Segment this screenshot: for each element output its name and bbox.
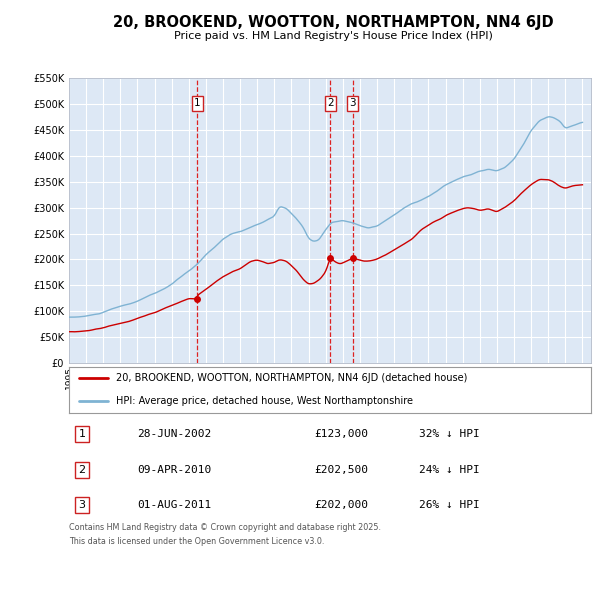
Text: 20, BROOKEND, WOOTTON, NORTHAMPTON, NN4 6JD (detached house): 20, BROOKEND, WOOTTON, NORTHAMPTON, NN4 … xyxy=(116,373,467,384)
Text: 09-APR-2010: 09-APR-2010 xyxy=(137,465,211,474)
Text: Contains HM Land Registry data © Crown copyright and database right 2025.: Contains HM Land Registry data © Crown c… xyxy=(69,523,381,532)
Text: 28-JUN-2002: 28-JUN-2002 xyxy=(137,430,211,439)
Text: 32% ↓ HPI: 32% ↓ HPI xyxy=(419,430,479,439)
Text: This data is licensed under the Open Government Licence v3.0.: This data is licensed under the Open Gov… xyxy=(69,537,325,546)
Text: 01-AUG-2011: 01-AUG-2011 xyxy=(137,500,211,510)
Text: 3: 3 xyxy=(79,500,86,510)
Text: 2: 2 xyxy=(79,465,86,474)
Text: 26% ↓ HPI: 26% ↓ HPI xyxy=(419,500,479,510)
Text: HPI: Average price, detached house, West Northamptonshire: HPI: Average price, detached house, West… xyxy=(116,396,413,407)
Text: 24% ↓ HPI: 24% ↓ HPI xyxy=(419,465,479,474)
Text: Price paid vs. HM Land Registry's House Price Index (HPI): Price paid vs. HM Land Registry's House … xyxy=(173,31,493,41)
Text: 1: 1 xyxy=(79,430,86,439)
Text: 20, BROOKEND, WOOTTON, NORTHAMPTON, NN4 6JD: 20, BROOKEND, WOOTTON, NORTHAMPTON, NN4 … xyxy=(113,15,553,30)
Text: 3: 3 xyxy=(349,99,356,109)
Text: 2: 2 xyxy=(327,99,334,109)
Text: £123,000: £123,000 xyxy=(314,430,368,439)
Text: 1: 1 xyxy=(194,99,200,109)
Text: £202,500: £202,500 xyxy=(314,465,368,474)
Text: £202,000: £202,000 xyxy=(314,500,368,510)
